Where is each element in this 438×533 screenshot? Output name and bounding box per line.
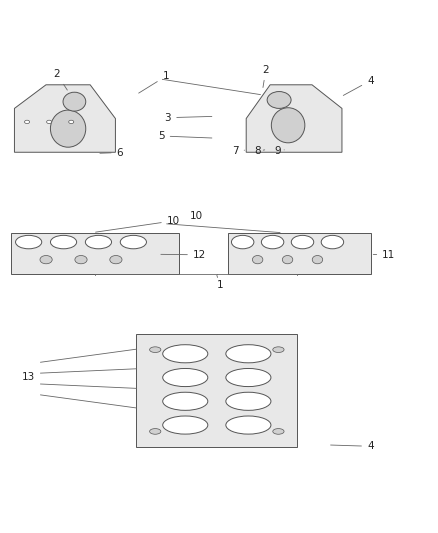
Polygon shape (14, 85, 116, 152)
Text: 11: 11 (373, 250, 396, 260)
Ellipse shape (163, 368, 208, 386)
Text: 4: 4 (331, 441, 374, 451)
Ellipse shape (40, 255, 52, 264)
Bar (228, 233, 371, 274)
Ellipse shape (283, 255, 293, 264)
Text: 4: 4 (343, 76, 374, 95)
Ellipse shape (291, 236, 314, 249)
Ellipse shape (120, 236, 146, 249)
Ellipse shape (226, 392, 271, 410)
Ellipse shape (46, 120, 52, 124)
Ellipse shape (273, 429, 284, 434)
Ellipse shape (163, 345, 208, 363)
Bar (11, 233, 179, 274)
Text: 13: 13 (22, 373, 35, 383)
Bar (136, 334, 297, 447)
Text: 10: 10 (190, 211, 203, 221)
Ellipse shape (261, 236, 284, 249)
Text: 1: 1 (217, 275, 223, 290)
Text: 6: 6 (100, 148, 124, 158)
Ellipse shape (69, 120, 74, 124)
Ellipse shape (15, 236, 42, 249)
Text: 5: 5 (158, 131, 212, 141)
Ellipse shape (150, 347, 161, 352)
Ellipse shape (312, 255, 323, 264)
Ellipse shape (273, 347, 284, 352)
Ellipse shape (85, 236, 112, 249)
Text: 8: 8 (254, 146, 265, 156)
Text: 10: 10 (95, 216, 180, 232)
Ellipse shape (150, 429, 161, 434)
Ellipse shape (226, 345, 271, 363)
Ellipse shape (271, 108, 305, 143)
Ellipse shape (231, 236, 254, 249)
Ellipse shape (50, 236, 77, 249)
Ellipse shape (163, 416, 208, 434)
Polygon shape (246, 85, 342, 152)
Text: 9: 9 (275, 146, 284, 156)
Text: 12: 12 (161, 250, 206, 260)
Text: 2: 2 (262, 65, 269, 87)
Ellipse shape (110, 255, 122, 264)
Ellipse shape (267, 92, 291, 108)
Ellipse shape (63, 92, 86, 111)
Ellipse shape (226, 368, 271, 386)
Text: 7: 7 (232, 146, 244, 156)
Ellipse shape (226, 416, 271, 434)
Text: 2: 2 (53, 69, 67, 90)
Ellipse shape (252, 255, 263, 264)
Text: 1: 1 (139, 71, 169, 93)
Ellipse shape (75, 255, 87, 264)
Ellipse shape (25, 120, 30, 124)
Ellipse shape (50, 110, 86, 147)
Ellipse shape (163, 392, 208, 410)
Ellipse shape (321, 236, 344, 249)
Text: 3: 3 (165, 112, 212, 123)
